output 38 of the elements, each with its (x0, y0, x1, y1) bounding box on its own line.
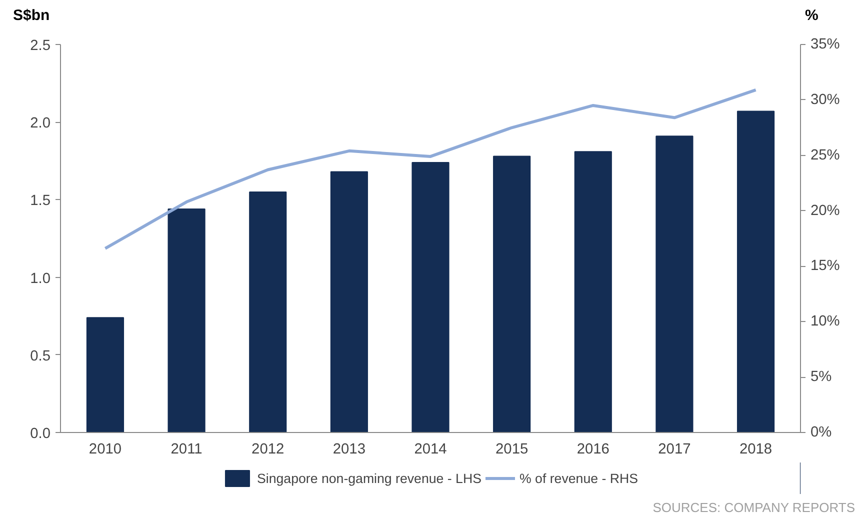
bar (574, 151, 612, 432)
y2-tick-label: 35% (810, 36, 840, 52)
bar (736, 110, 775, 432)
y2-tick-label: 5% (810, 369, 832, 386)
y2-tick-label: 15% (810, 258, 840, 274)
y2-tick-label: 30% (810, 92, 840, 108)
y2-tick-label: 20% (810, 202, 840, 219)
legend-label: Singapore non-gaming revenue - LHS (256, 470, 482, 486)
y-tick-label: 1.5 (30, 193, 50, 210)
x-tick-label: 2016 (576, 442, 610, 458)
bar (249, 191, 287, 432)
y2-tick-label: 0% (810, 424, 832, 440)
x-tick-label: 2012 (252, 442, 284, 458)
y-tick-label: 2.5 (30, 38, 50, 54)
y-tick-label: 0.5 (30, 348, 50, 364)
bar (330, 171, 368, 432)
y-axis-title: S$bn (13, 6, 50, 26)
x-tick-label: 2013 (332, 442, 366, 458)
legend-label: % of revenue - RHS (519, 470, 638, 486)
x-tick-label: 2011 (170, 442, 202, 458)
x-tick-label: 2010 (88, 442, 122, 458)
y2-tick-label: 25% (810, 147, 840, 164)
y-tick-label: 0.0 (30, 426, 50, 442)
y-tick-label: 1.0 (30, 270, 50, 287)
bar (86, 317, 124, 432)
line-series (104, 88, 758, 250)
source-note: SOURCES: COMPANY REPORTS (652, 499, 855, 517)
y-tick-label: 2.0 (30, 116, 50, 132)
x-tick-label: 2017 (658, 442, 691, 458)
bar (412, 162, 450, 432)
bar (168, 208, 206, 432)
x-tick-label: 2014 (414, 442, 447, 458)
x-tick-label: 2015 (496, 442, 528, 458)
y2-tick-label: 10% (810, 314, 840, 330)
x-tick-label: 2018 (739, 442, 772, 458)
y2-axis-title: % (805, 6, 818, 26)
bar (493, 156, 531, 432)
bar (656, 136, 694, 432)
